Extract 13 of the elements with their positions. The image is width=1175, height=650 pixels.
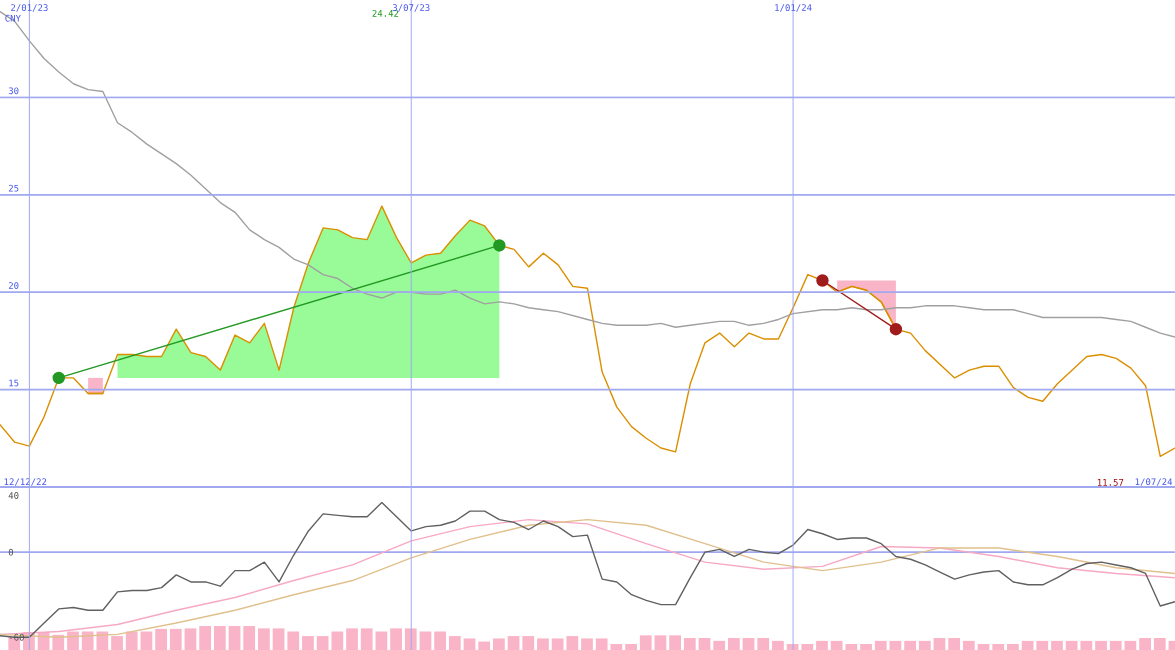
x-tick-label: 3/07/23 [392,4,430,12]
y-axis-title: CNY [5,14,21,22]
y-tick-label: 0 [8,548,14,556]
x-tick-label: 2/01/23 [11,4,48,12]
annotation: 11.57 [1097,479,1124,486]
annotation: 12/12/22 [4,478,47,486]
y-tick-label: 40 [8,492,19,499]
y-tick-label: 20 [8,282,19,289]
y-tick-label: 15 [9,379,19,387]
y-tick-label: 30 [8,87,19,95]
annotation: 1/07/24 [1135,478,1173,486]
y-tick-label: 25 [8,184,19,192]
x-tick-label: 1/01/24 [775,4,812,12]
